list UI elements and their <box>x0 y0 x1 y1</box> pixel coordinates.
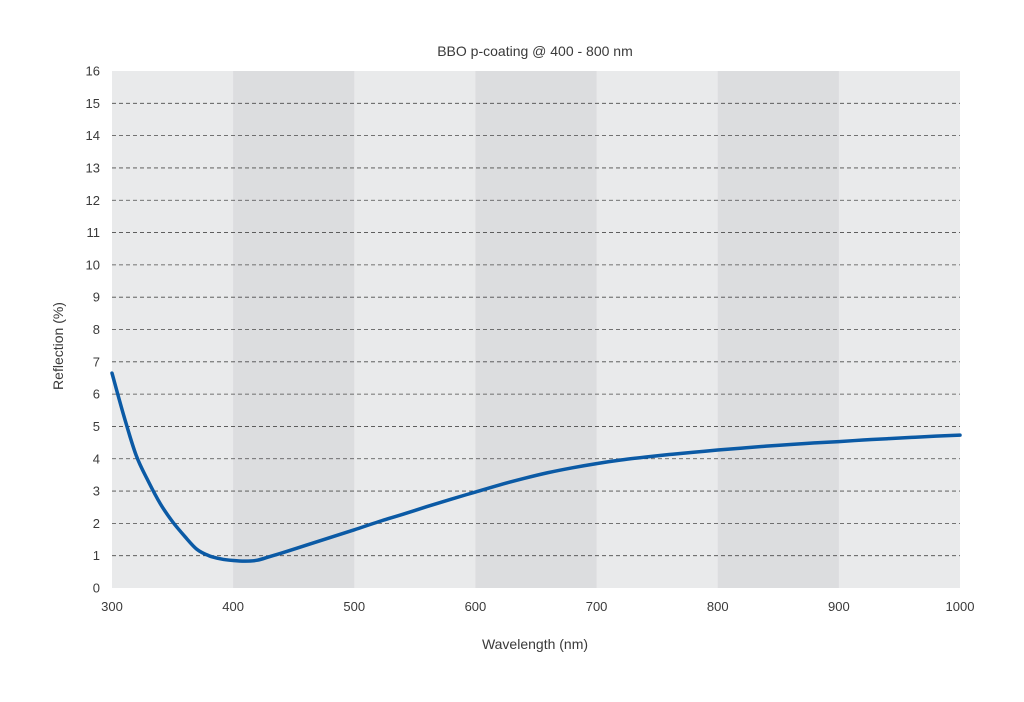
x-tick-label: 800 <box>707 599 729 614</box>
y-tick-label: 1 <box>93 548 100 563</box>
x-tick-label: 600 <box>465 599 487 614</box>
x-axis-title: Wavelength (nm) <box>482 636 588 652</box>
y-tick-label: 2 <box>93 516 100 531</box>
series-layer <box>110 371 962 563</box>
x-tick-label: 400 <box>222 599 244 614</box>
series-line-0 <box>110 371 962 563</box>
y-tick-label: 11 <box>87 225 101 240</box>
x-tick-label: 900 <box>828 599 850 614</box>
y-tick-label: 16 <box>86 64 100 79</box>
y-tick-label: 0 <box>93 581 100 596</box>
chart-title: BBO p-coating @ 400 - 800 nm <box>437 43 633 59</box>
y-tick-label: 5 <box>93 419 100 434</box>
y-tick-label: 13 <box>86 160 100 175</box>
y-tick-label: 10 <box>86 257 100 272</box>
y-tick-label: 4 <box>93 451 100 466</box>
gridlines <box>112 102 960 557</box>
y-tick-label: 6 <box>93 387 100 402</box>
y-tick-label: 9 <box>93 290 100 305</box>
x-tick-label: 1000 <box>946 599 975 614</box>
y-tick-label: 3 <box>93 484 100 499</box>
x-tick-label: 300 <box>101 599 123 614</box>
x-tick-labels: 300 400 500 600 700 800 900 1000 <box>101 599 974 614</box>
y-tick-label: 8 <box>93 322 100 337</box>
y-tick-label: 12 <box>86 193 100 208</box>
x-tick-label: 700 <box>586 599 608 614</box>
y-tick-label: 7 <box>93 354 100 369</box>
y-tick-label: 15 <box>86 96 100 111</box>
y-tick-label: 14 <box>86 128 100 143</box>
y-axis-title: Reflection (%) <box>50 302 66 390</box>
x-tick-label: 500 <box>343 599 365 614</box>
